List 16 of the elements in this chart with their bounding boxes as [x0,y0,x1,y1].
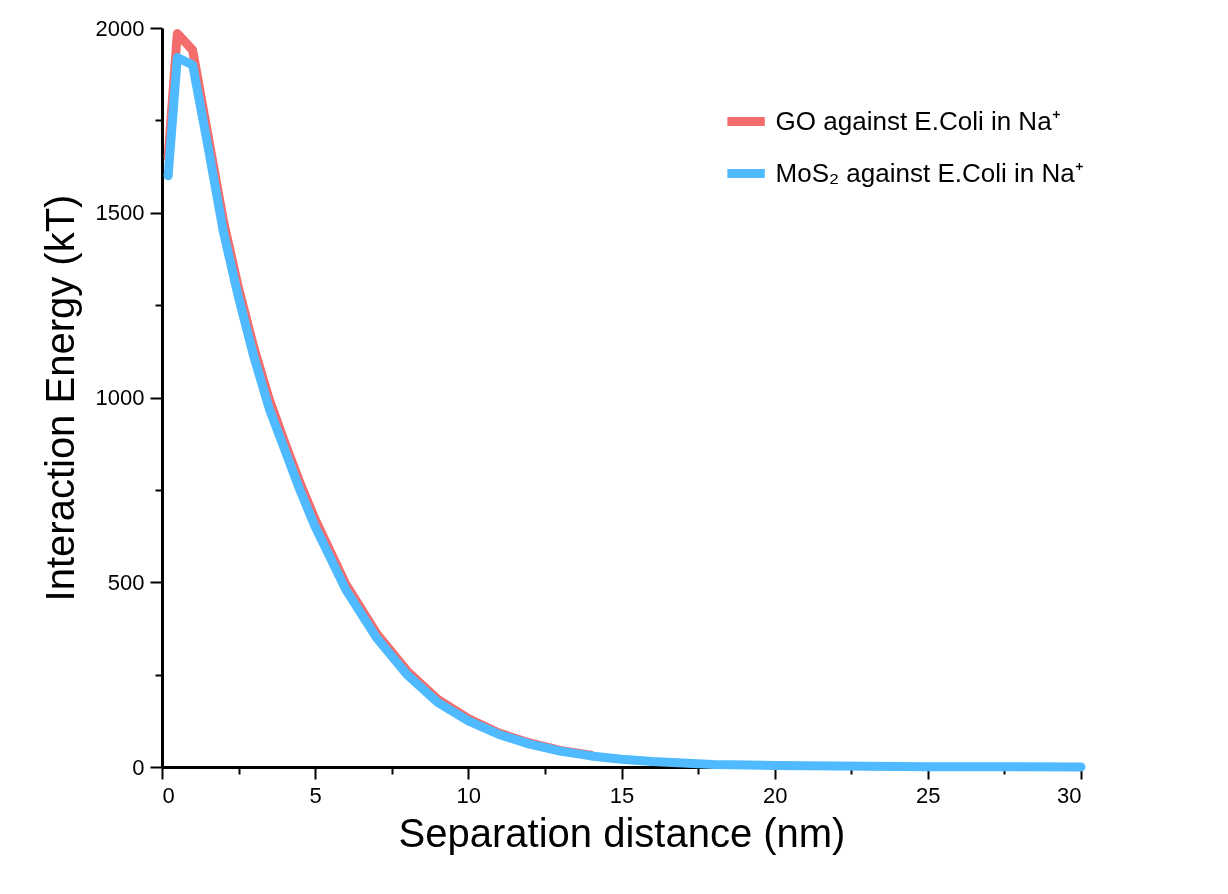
y-tick-label: 0 [132,754,145,780]
x-tick-label: 10 [456,782,482,808]
y-tick-label: 1500 [95,200,145,226]
x-tick-label: 5 [309,782,322,808]
x-tick-label: 20 [762,782,788,808]
x-tick-label: 25 [916,782,941,808]
y-tick-label: 2000 [95,15,145,41]
x-axis-title: Separation distance (nm) [398,810,846,855]
y-axis-title: Interaction Energy (kT) [37,194,82,602]
x-tick-label: 15 [609,782,635,808]
legend-label: GO against E.Coli in Na⁺ [775,105,1061,136]
legend-label: MoS₂ against E.Coli in Na⁺ [775,157,1084,188]
x-tick-label: 30 [1057,782,1082,808]
x-tick-label: 0 [162,782,175,808]
y-tick-label: 500 [107,569,145,595]
y-tick-label: 1000 [95,385,145,410]
